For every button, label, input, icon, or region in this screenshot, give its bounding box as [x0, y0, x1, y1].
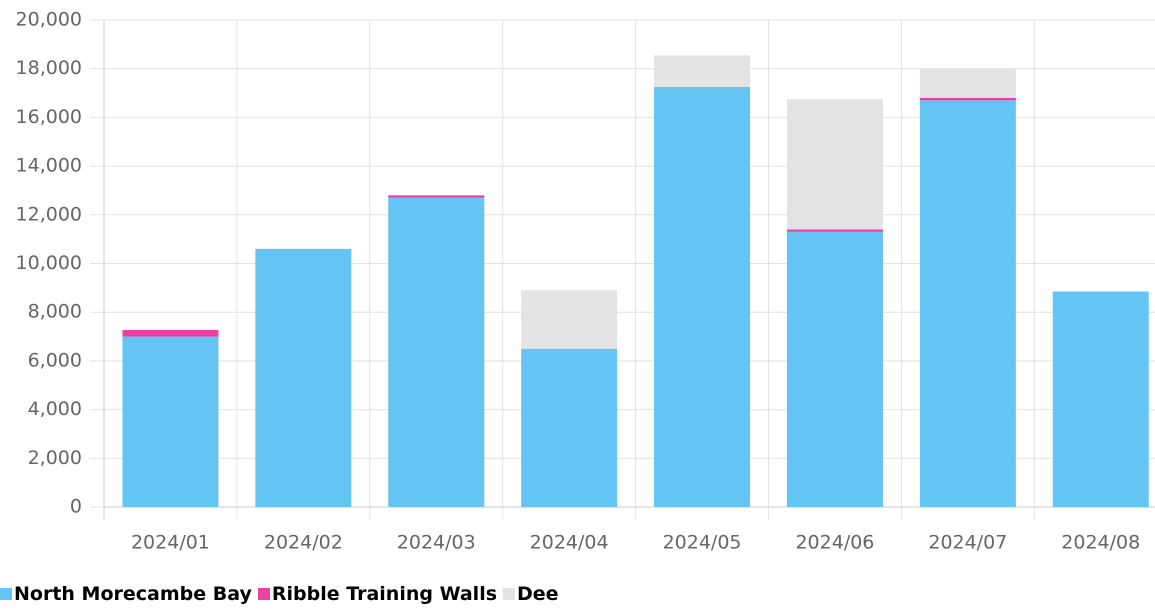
x-tick-label: 2024/02 [264, 532, 343, 554]
bar-segment [786, 231, 883, 507]
bar-segment [919, 68, 1016, 98]
y-tick-label: 2,000 [28, 447, 82, 469]
legend-swatch [257, 588, 270, 600]
legend-label: Dee [517, 583, 559, 605]
y-tick-label: 8,000 [28, 301, 82, 323]
legend-label: North Morecambe Bay [14, 583, 252, 605]
x-tick-label: 2024/07 [928, 532, 1007, 554]
x-tick-label: 2024/05 [663, 532, 742, 554]
legend-item: Ribble Training Walls [257, 583, 498, 605]
y-tick-label: 14,000 [16, 155, 82, 177]
y-tick-label: 0 [70, 496, 82, 518]
x-tick-label: 2024/06 [795, 532, 874, 554]
y-tick-label: 16,000 [16, 106, 82, 128]
bar-segment [919, 100, 1016, 507]
bar-segment [388, 195, 485, 198]
bar-segment [388, 197, 485, 507]
bar-segment [122, 329, 219, 337]
bar-segment [122, 336, 219, 507]
bar-segment [786, 99, 883, 230]
bar-segment [521, 290, 618, 349]
bar-segment [919, 97, 1016, 101]
bar-segment [786, 229, 883, 232]
bar-segment [654, 86, 751, 508]
x-tick-label: 2024/08 [1061, 532, 1140, 554]
legend-swatch [0, 588, 12, 600]
legend-swatch [503, 588, 516, 600]
y-tick-label: 6,000 [28, 349, 82, 371]
y-tick-label: 12,000 [16, 203, 82, 225]
y-tick-label: 20,000 [16, 9, 82, 31]
chart: 0 2,000 4,000 6,000 8,000 10,000 12,000 14,000 1… [16, 9, 1155, 554]
legend-label: Ribble Training Walls [271, 583, 498, 605]
bar-segment [521, 348, 618, 507]
legend-item: North Morecambe Bay [0, 583, 252, 605]
legend-item: Dee [503, 583, 559, 605]
y-tick-label: 18,000 [16, 57, 82, 79]
legend: North Morecambe Bay Ribble Training Walls… [0, 583, 559, 605]
x-tick-label: 2024/03 [397, 532, 476, 554]
x-tick-label: 2024/04 [530, 532, 609, 554]
y-tick-label: 4,000 [28, 398, 82, 420]
x-tick-label: 2024/01 [131, 532, 210, 554]
bar-segment [654, 55, 751, 87]
y-tick-label: 10,000 [16, 252, 82, 274]
bar-segment [255, 248, 352, 507]
bar-segment [1052, 291, 1149, 507]
